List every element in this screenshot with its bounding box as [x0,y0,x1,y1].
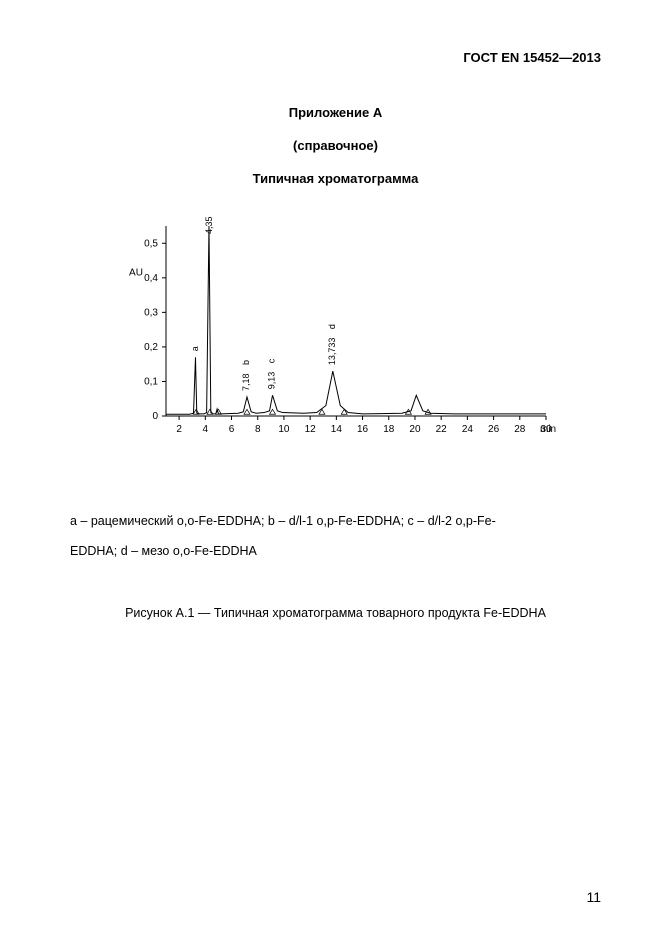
svg-text:24: 24 [461,424,473,435]
svg-text:0,3: 0,3 [144,307,158,318]
chromatogram-svg: 00,10,20,30,40,5AU2468101214161820222426… [116,216,556,446]
svg-text:22: 22 [435,424,447,435]
svg-text:0,5: 0,5 [144,238,158,249]
svg-text:0: 0 [152,411,158,422]
appendix-heading: Типичная хроматограмма [70,171,601,186]
svg-text:4,35: 4,35 [203,216,213,234]
svg-text:0,1: 0,1 [144,376,158,387]
svg-text:min: min [540,424,556,435]
svg-text:14: 14 [330,424,342,435]
page-number: 11 [586,889,601,905]
svg-text:d: d [326,324,336,329]
svg-text:12: 12 [304,424,316,435]
svg-text:20: 20 [409,424,421,435]
svg-text:9,13: 9,13 [266,372,276,390]
chromatogram-chart: 00,10,20,30,40,5AU2468101214161820222426… [70,216,601,446]
svg-text:7,18: 7,18 [240,373,250,391]
svg-text:6: 6 [228,424,234,435]
svg-text:26: 26 [488,424,500,435]
svg-text:b: b [240,360,250,365]
standard-code: ГОСТ EN 15452—2013 [70,50,601,65]
svg-text:16: 16 [356,424,368,435]
svg-text:a: a [190,346,200,351]
legend-line-2: EDDHA; d – мезо o,o-Fe-EDDHA [70,544,257,558]
legend-line-1: a – рацемический o,o-Fe-EDDHA; b – d/l-1… [70,514,496,528]
svg-text:0,2: 0,2 [144,342,158,353]
svg-text:c: c [266,358,276,363]
svg-text:4: 4 [202,424,208,435]
figure-caption: Рисунок А.1 — Типичная хроматограмма тов… [70,606,601,620]
svg-text:0,4: 0,4 [144,273,158,284]
svg-text:10: 10 [278,424,290,435]
svg-text:18: 18 [383,424,395,435]
svg-text:13,733: 13,733 [326,338,336,366]
svg-text:2: 2 [176,424,182,435]
appendix-title: Приложение А [70,105,601,120]
document-page: ГОСТ EN 15452—2013 Приложение А (справоч… [0,0,661,935]
svg-text:28: 28 [514,424,526,435]
svg-text:8: 8 [254,424,260,435]
chromatogram-legend: a – рацемический o,o-Fe-EDDHA; b – d/l-1… [70,506,601,566]
appendix-note: (справочное) [70,138,601,153]
svg-text:AU: AU [129,268,143,279]
